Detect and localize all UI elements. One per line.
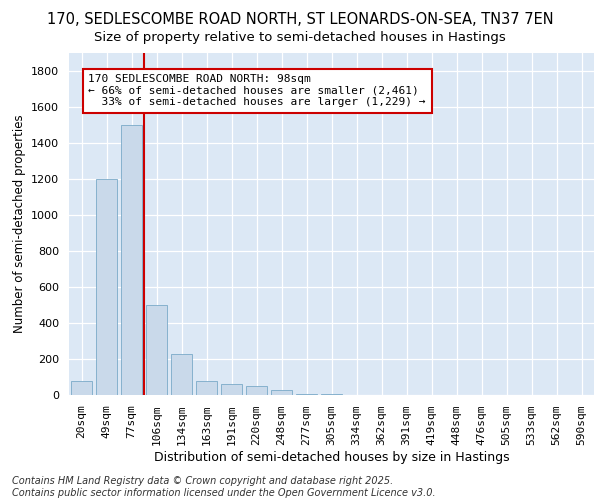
X-axis label: Distribution of semi-detached houses by size in Hastings: Distribution of semi-detached houses by …	[154, 451, 509, 464]
Bar	[96, 178, 117, 395]
Bar	[71, 382, 92, 395]
Bar	[296, 394, 317, 395]
Text: Size of property relative to semi-detached houses in Hastings: Size of property relative to semi-detach…	[94, 31, 506, 44]
Text: 170 SEDLESCOMBE ROAD NORTH: 98sqm
← 66% of semi-detached houses are smaller (2,4: 170 SEDLESCOMBE ROAD NORTH: 98sqm ← 66% …	[89, 74, 426, 108]
Text: 170, SEDLESCOMBE ROAD NORTH, ST LEONARDS-ON-SEA, TN37 7EN: 170, SEDLESCOMBE ROAD NORTH, ST LEONARDS…	[47, 12, 553, 28]
Bar	[246, 386, 267, 395]
Bar	[196, 380, 217, 395]
Bar	[221, 384, 242, 395]
Bar	[271, 390, 292, 395]
Y-axis label: Number of semi-detached properties: Number of semi-detached properties	[13, 114, 26, 333]
Bar	[121, 124, 142, 395]
Bar	[146, 305, 167, 395]
Text: Contains HM Land Registry data © Crown copyright and database right 2025.
Contai: Contains HM Land Registry data © Crown c…	[12, 476, 436, 498]
Bar	[321, 394, 342, 395]
Bar	[171, 354, 192, 395]
